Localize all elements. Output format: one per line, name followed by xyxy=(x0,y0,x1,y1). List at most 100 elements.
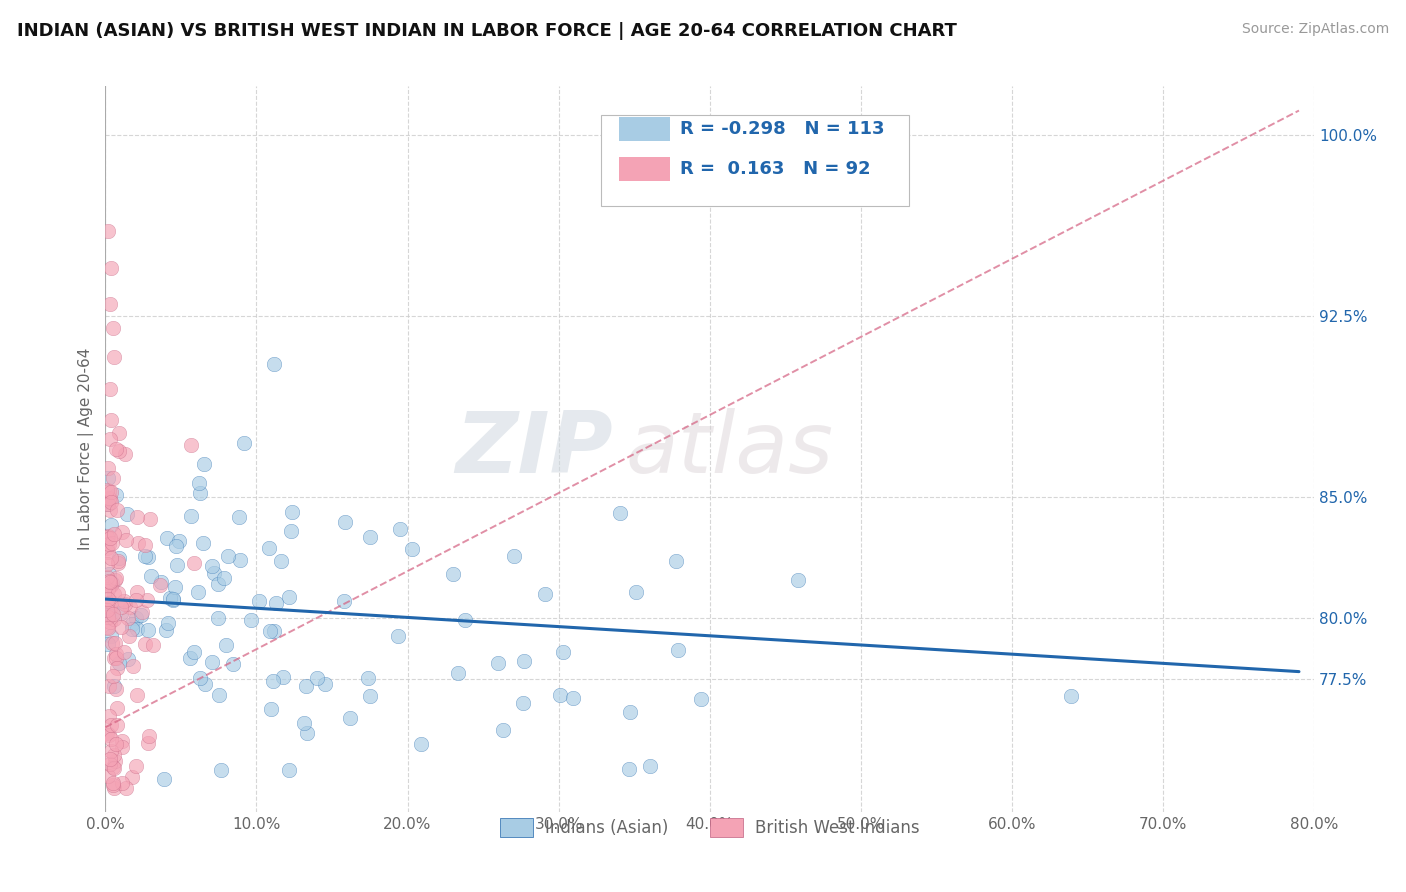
Point xyxy=(136,623,159,637)
Text: ZIP: ZIP xyxy=(456,408,613,491)
Point xyxy=(259,541,281,555)
Point xyxy=(127,585,149,599)
Point xyxy=(101,668,124,682)
Point xyxy=(208,688,231,702)
Point xyxy=(97,708,120,723)
Point xyxy=(207,577,229,591)
Point xyxy=(138,729,160,743)
Point xyxy=(513,654,536,668)
Point xyxy=(165,580,187,594)
Point xyxy=(356,671,378,685)
Point xyxy=(292,716,315,731)
Point xyxy=(100,494,122,508)
Point xyxy=(259,624,281,638)
Point xyxy=(121,622,143,636)
Point xyxy=(441,567,464,582)
Point xyxy=(108,550,131,565)
Point xyxy=(134,637,156,651)
Point xyxy=(98,601,121,615)
Point xyxy=(112,594,135,608)
Point xyxy=(127,510,149,524)
Point xyxy=(134,549,156,564)
Point xyxy=(295,726,318,740)
Point xyxy=(217,549,239,563)
Point xyxy=(107,502,129,516)
Point xyxy=(180,508,202,523)
Point xyxy=(156,615,179,630)
Point xyxy=(617,762,640,776)
Point xyxy=(103,680,125,694)
Point xyxy=(690,692,713,706)
Point xyxy=(105,571,128,585)
Point xyxy=(162,593,184,607)
Point xyxy=(110,599,132,614)
Text: INDIAN (ASIAN) VS BRITISH WEST INDIAN IN LABOR FORCE | AGE 20-64 CORRELATION CHA: INDIAN (ASIAN) VS BRITISH WEST INDIAN IN… xyxy=(17,22,956,40)
Point xyxy=(215,638,238,652)
Point xyxy=(194,676,217,690)
Point xyxy=(107,586,129,600)
FancyBboxPatch shape xyxy=(619,117,669,141)
Point xyxy=(270,554,292,568)
Point xyxy=(97,537,120,551)
Point xyxy=(97,471,120,485)
Point xyxy=(103,748,125,763)
Point xyxy=(98,503,121,517)
Point xyxy=(191,536,214,550)
Point xyxy=(295,679,318,693)
Point xyxy=(136,592,159,607)
Point xyxy=(98,532,121,546)
Point xyxy=(97,579,120,593)
Point xyxy=(129,608,152,623)
Point xyxy=(100,595,122,609)
Point xyxy=(121,617,143,632)
Point xyxy=(100,551,122,566)
Point xyxy=(179,651,201,665)
Point xyxy=(107,556,129,570)
Point xyxy=(97,224,120,238)
Point xyxy=(117,508,139,522)
Point xyxy=(107,554,129,568)
Point xyxy=(271,670,294,684)
Point xyxy=(97,460,120,475)
Point xyxy=(447,665,470,680)
Point xyxy=(278,763,301,777)
Point xyxy=(97,528,120,542)
Point xyxy=(492,723,515,738)
Point xyxy=(97,491,120,506)
Point xyxy=(162,591,184,606)
Point xyxy=(103,778,125,792)
Point xyxy=(786,573,808,587)
Point xyxy=(118,629,141,643)
Point xyxy=(111,776,134,790)
Point xyxy=(101,776,124,790)
Point xyxy=(100,433,122,447)
Point xyxy=(100,578,122,592)
Point xyxy=(100,413,122,427)
Point xyxy=(139,569,162,583)
Point xyxy=(98,756,121,771)
Point xyxy=(97,769,120,783)
Point xyxy=(96,557,118,571)
Point xyxy=(183,645,205,659)
Point xyxy=(134,538,156,552)
Point xyxy=(387,629,409,643)
Point xyxy=(666,643,689,657)
Point xyxy=(100,605,122,619)
Point xyxy=(101,607,124,621)
Point xyxy=(103,780,125,795)
Point xyxy=(551,645,574,659)
Point xyxy=(100,732,122,747)
Point xyxy=(98,574,121,589)
Point xyxy=(117,651,139,665)
Point xyxy=(97,621,120,635)
Point xyxy=(281,505,304,519)
Point xyxy=(149,574,172,589)
Point xyxy=(103,526,125,541)
Point xyxy=(180,438,202,452)
Point xyxy=(98,615,121,629)
Point xyxy=(307,671,329,685)
Point xyxy=(619,705,641,719)
Point xyxy=(156,531,179,545)
Point xyxy=(100,717,122,731)
Point xyxy=(121,659,143,673)
